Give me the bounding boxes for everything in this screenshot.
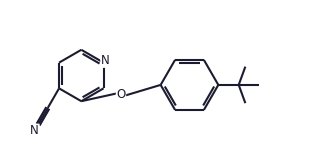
Text: O: O: [116, 88, 126, 101]
Text: N: N: [30, 124, 39, 137]
Text: N: N: [101, 54, 109, 67]
